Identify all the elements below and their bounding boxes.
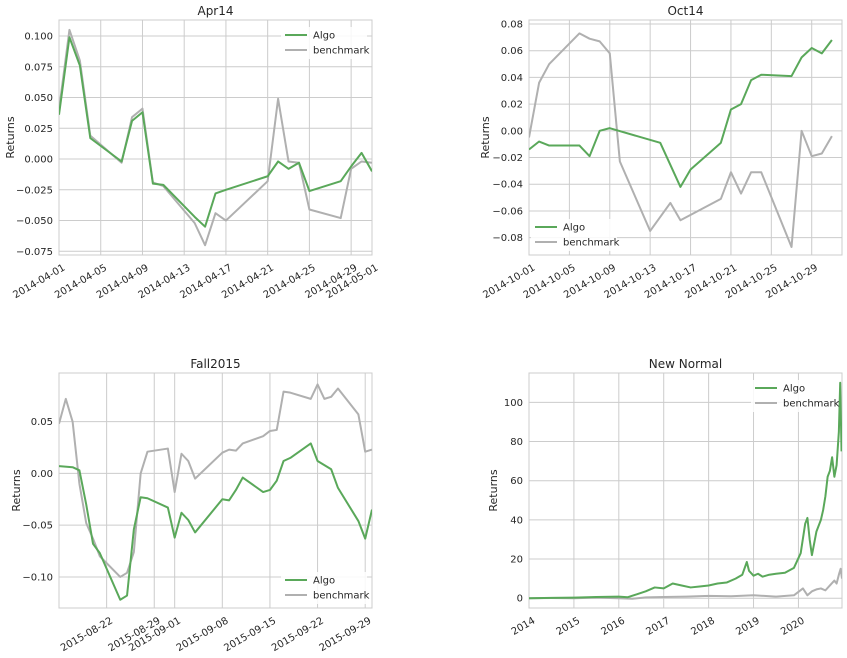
y-axis-label: Returns	[487, 469, 500, 512]
chart-title: Oct14	[667, 4, 703, 18]
y-tick-label: 100	[504, 398, 523, 409]
y-tick-label: −0.02	[492, 153, 523, 164]
x-tick-label: 2017	[644, 616, 672, 638]
legend-label-algo: Algo	[563, 223, 585, 234]
legend-label-benchmark: benchmark	[313, 46, 370, 57]
x-tick-label: 2016	[600, 616, 628, 638]
y-tick-label: 0.100	[24, 31, 53, 42]
y-tick-label: 0.025	[24, 124, 53, 135]
legend-box	[751, 380, 837, 412]
x-tick-label: 2015-09-22	[270, 616, 326, 655]
series-line-algo	[529, 39, 833, 188]
chart-panel-3: 0.050.00−0.05−0.102015-08-222015-08-2920…	[10, 357, 373, 654]
y-tick-label: 0.000	[24, 155, 53, 166]
y-axis-label: Returns	[10, 469, 23, 512]
x-tick-label: 2019	[734, 616, 762, 638]
y-tick-label: −0.06	[492, 206, 523, 217]
series-line-algo	[529, 381, 842, 600]
x-tick-label: 2015-09-08	[175, 616, 231, 655]
y-tick-label: 0.08	[501, 20, 523, 31]
legend-label-algo: Algo	[783, 384, 805, 395]
legend-label-algo: Algo	[313, 31, 335, 42]
chart-title: Fall2015	[190, 357, 240, 371]
legend-box	[531, 219, 617, 251]
legend-box	[281, 572, 367, 604]
y-tick-label: 20	[510, 555, 523, 566]
y-axis-label: Returns	[4, 116, 17, 159]
y-tick-label: 0.050	[24, 93, 53, 104]
plot-frame	[528, 372, 843, 609]
x-tick-label: 2015-08-22	[59, 616, 115, 655]
legend-label-benchmark: benchmark	[563, 238, 620, 249]
y-tick-label: 0.075	[24, 62, 53, 73]
y-tick-label: 60	[510, 476, 523, 487]
series-line-benchmark	[529, 32, 833, 248]
y-tick-label: −0.04	[492, 180, 523, 191]
series-line-benchmark	[59, 28, 372, 247]
legend-box	[281, 27, 367, 59]
y-tick-label: 40	[510, 515, 523, 526]
legend: Algo benchmark	[281, 572, 370, 604]
y-tick-label: −0.10	[22, 572, 53, 583]
x-tick-label: 2014	[510, 616, 538, 638]
y-tick-label: 0.00	[501, 126, 523, 137]
y-tick-label: 0.05	[31, 417, 53, 428]
legend: Algo benchmark	[281, 27, 370, 59]
chart-title: Apr14	[197, 4, 233, 18]
y-tick-label: −0.05	[22, 521, 53, 532]
plot-frame	[58, 372, 373, 609]
y-tick-label: −0.025	[16, 185, 53, 196]
x-tick-label: 2015-09-29	[318, 616, 374, 655]
x-tick-label: 2015-09-15	[222, 616, 278, 655]
x-tick-label: 2018	[689, 616, 717, 638]
legend-label-benchmark: benchmark	[313, 591, 370, 602]
y-tick-label: 80	[510, 437, 523, 448]
x-tick-label: 2020	[779, 616, 807, 638]
y-tick-label: 0.02	[501, 100, 523, 111]
chart-panel-2: 0.08 0.06 0.04 0.02 0.00 −0.02 −0.04 −0.06 −0.08…	[479, 4, 843, 301]
y-tick-label: 0.06	[501, 46, 523, 57]
legend: Algo benchmark	[751, 380, 840, 412]
series-line-algo	[59, 442, 372, 601]
series-line-benchmark	[59, 383, 372, 578]
y-axis-label: Returns	[479, 116, 492, 159]
y-tick-label: 0.04	[501, 73, 523, 84]
plot-frame	[58, 19, 373, 256]
y-tick-label: −0.08	[492, 233, 523, 244]
legend: Algo benchmark	[531, 219, 620, 251]
legend-label-benchmark: benchmark	[783, 399, 840, 410]
series-line-benchmark	[529, 567, 842, 600]
y-tick-label: −0.075	[16, 247, 53, 258]
chart-panel-4: 0 20 40 60 80 100 2014 2015 2016 2017 2018 2019 2020…	[487, 357, 843, 638]
legend-label-algo: Algo	[313, 576, 335, 587]
series-line-algo	[59, 36, 372, 228]
y-tick-label: 0.00	[31, 469, 53, 480]
x-tick-label: 2015	[555, 616, 583, 638]
y-tick-label: −0.050	[16, 216, 53, 227]
chart-panel-1: 0.100 0.075 0.050 0.025 0.000 −0.025 −0.050 −0.…	[4, 4, 380, 301]
y-tick-label: 0	[517, 594, 523, 605]
chart-title: New Normal	[649, 357, 722, 371]
